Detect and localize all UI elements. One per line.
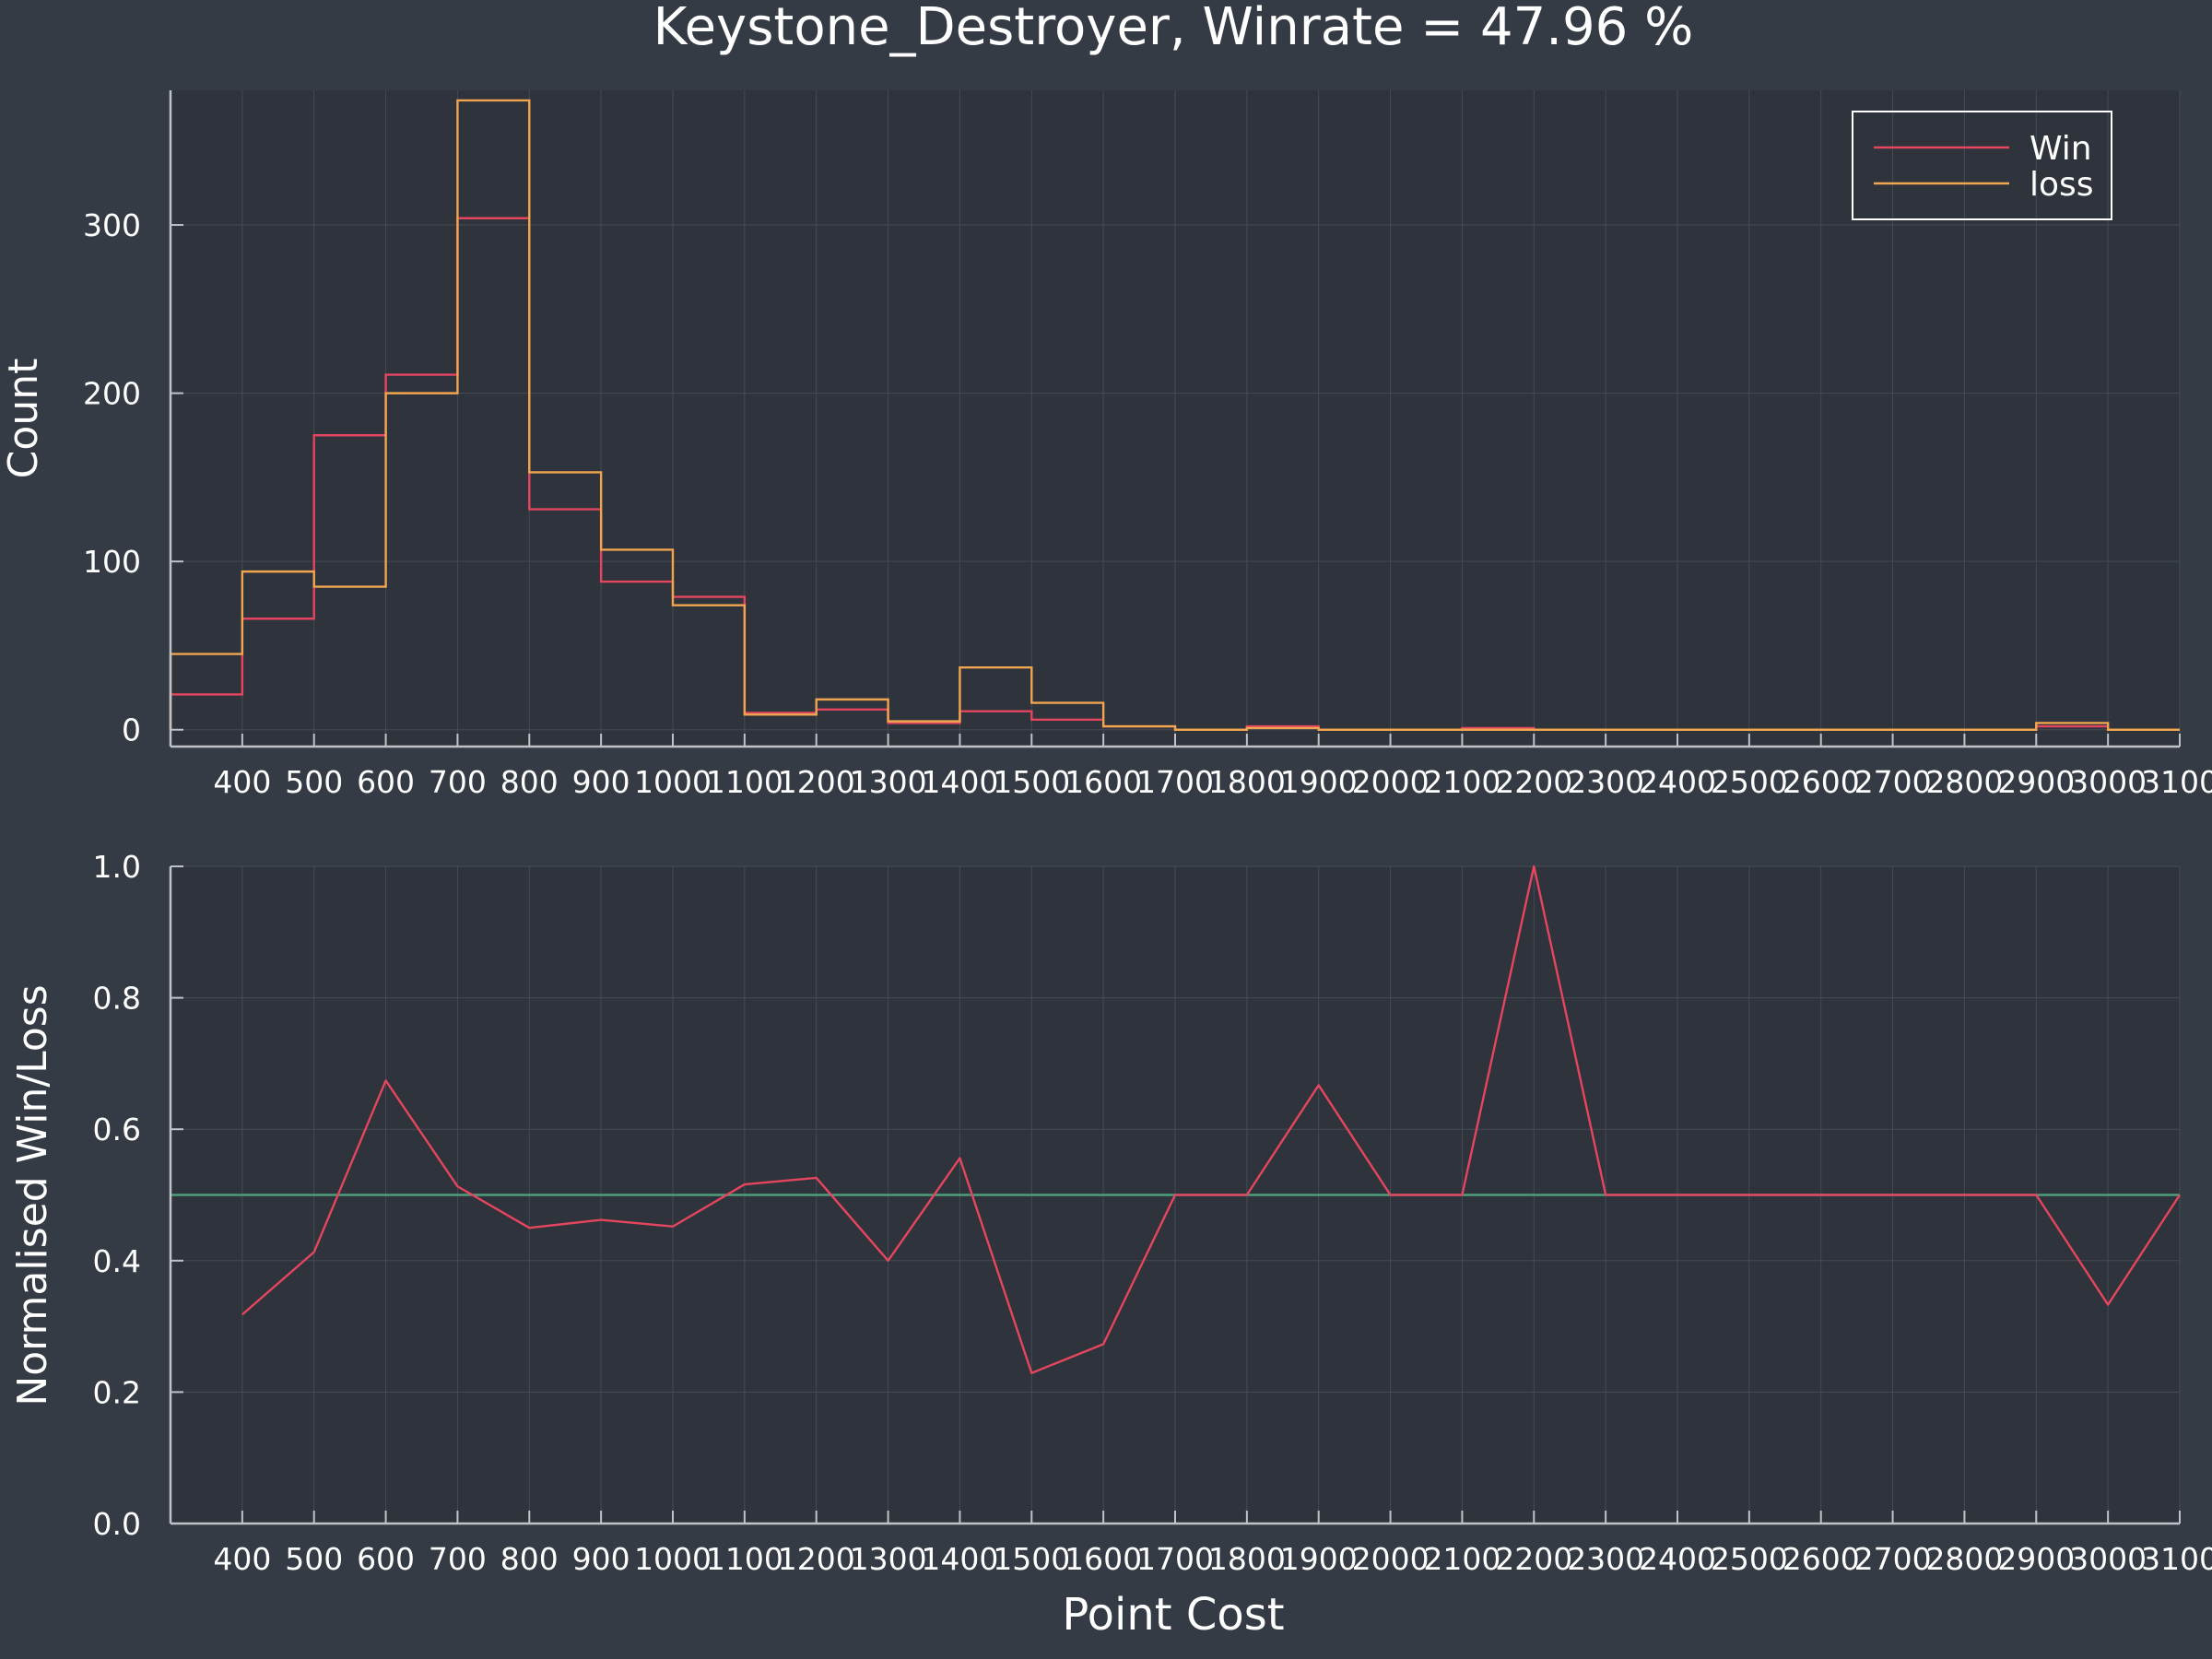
histogram-x-tick-label: 2300 [1567, 764, 1644, 800]
ratio-x-tick-label: 2900 [1997, 1541, 2075, 1577]
histogram-y-tick-label: 200 [83, 376, 141, 412]
ratio-x-tick-label: 1800 [1208, 1541, 1286, 1577]
ratio-x-tick-label: 500 [285, 1541, 343, 1577]
histogram-x-tick-label: 1100 [706, 764, 783, 800]
x-axis-label: Point Cost [1062, 1589, 1284, 1641]
ratio-x-tick-label: 700 [429, 1541, 487, 1577]
ratio-x-tick-label: 2000 [1352, 1541, 1430, 1577]
histogram-x-tick-label: 1200 [778, 764, 855, 800]
histogram-x-tick-label: 700 [429, 764, 487, 800]
ratio-x-tick-label: 800 [500, 1541, 559, 1577]
ratio-x-tick-label: 2500 [1711, 1541, 1788, 1577]
ratio-x-tick-label: 2600 [1783, 1541, 1860, 1577]
histogram-x-tick-label: 2600 [1783, 764, 1860, 800]
ratio-x-tick-label: 1400 [921, 1541, 998, 1577]
ratio-series [171, 865, 2182, 1374]
ratio-x-tick-label: 1200 [778, 1541, 855, 1577]
ratio-x-tick-label: 2200 [1495, 1541, 1572, 1577]
histogram-x-tick-label: 2400 [1639, 764, 1716, 800]
histogram-x-tick-label: 2200 [1495, 764, 1572, 800]
histogram-x-tick-label: 2800 [1925, 764, 2003, 800]
ratio-x-tick-label: 2800 [1925, 1541, 2003, 1577]
histogram-axes: 400 500 600 700 800 900 1000110012001300140015… [83, 90, 2212, 800]
ratio-x-tick-label: 600 [357, 1541, 415, 1577]
ratio-x-tick-label: 1600 [1065, 1541, 1142, 1577]
ratio-x-tick-label: 3100 [2141, 1541, 2212, 1577]
ratio-x-tick-label: 900 [572, 1541, 630, 1577]
ratio-axes: 400 500 600 700 800 900 1000110012001300140015… [93, 849, 2212, 1577]
legend-win-label: Win [2030, 130, 2092, 168]
histogram-x-tick-label: 1400 [921, 764, 998, 800]
ratio-x-tick-label: 1100 [706, 1541, 783, 1577]
ratio-y-tick-label: 0.2 [93, 1374, 141, 1410]
histogram-x-tick-label: 1900 [1280, 764, 1358, 800]
ratio-x-tick-label: 2400 [1639, 1541, 1716, 1577]
ratio-x-tick-label: 2700 [1854, 1541, 1932, 1577]
ratio-y-tick-label: 1.0 [93, 849, 141, 885]
histogram-x-tick-label: 1500 [993, 764, 1070, 800]
ratio-x-tick-label: 2300 [1567, 1541, 1644, 1577]
ratio-x-tick-label: 2100 [1423, 1541, 1500, 1577]
legend-box [1852, 111, 2112, 220]
ratio-x-tick-label: 1300 [850, 1541, 927, 1577]
ratio-x-tick-label: 1700 [1136, 1541, 1214, 1577]
histogram-x-tick-label: 1800 [1208, 764, 1286, 800]
histogram-x-tick-label: 1600 [1065, 764, 1142, 800]
ratio-x-tick-label: 1900 [1280, 1541, 1358, 1577]
histogram-x-tick-label: 900 [572, 764, 630, 800]
histogram-series [169, 99, 2180, 731]
ratio-y-tick-label: 0.4 [93, 1243, 141, 1279]
ratio-x-tick-label: 400 [213, 1541, 271, 1577]
ratio-y-tick-label: 0.0 [93, 1506, 141, 1542]
histogram-series-loss [169, 99, 2180, 731]
histogram-x-tick-label: 1700 [1136, 764, 1214, 800]
histogram-y-tick-label: 300 [83, 207, 141, 243]
histogram-y-tick-label: 100 [83, 544, 141, 580]
histogram-x-tick-label: 800 [500, 764, 559, 800]
ratio-y-tick-label: 0.6 [93, 1112, 141, 1147]
histogram-y-tick-label: 0 [122, 712, 141, 748]
histogram-x-tick-label: 500 [285, 764, 343, 800]
histogram-x-tick-label: 400 [213, 764, 271, 800]
ratio-line-series [241, 865, 2182, 1374]
ratio-x-tick-label: 3000 [2069, 1541, 2147, 1577]
ratio-y-axis-label: Normalised Win/Loss [9, 984, 56, 1406]
histogram-x-tick-label: 2000 [1352, 764, 1430, 800]
ratio-x-tick-label: 1500 [993, 1541, 1070, 1577]
legend-loss-label: loss [2030, 166, 2094, 204]
histogram-x-tick-label: 2900 [1997, 764, 2075, 800]
ratio-x-tick-label: 1000 [634, 1541, 712, 1577]
histogram-x-tick-label: 2500 [1711, 764, 1788, 800]
histogram-x-tick-label: 1300 [850, 764, 927, 800]
chart-title: Keystone_Destroyer, Winrate = 47.96 % [653, 0, 1694, 57]
histogram-x-tick-label: 2100 [1423, 764, 1500, 800]
histogram-x-tick-label: 600 [357, 764, 415, 800]
histogram-x-tick-label: 3000 [2069, 764, 2147, 800]
ratio-panel: 400 500 600 700 800 900 1000110012001300140015… [9, 849, 2212, 1641]
histogram-x-tick-label: 3100 [2141, 764, 2212, 800]
histogram-y-axis-label: Count [0, 359, 47, 479]
histogram-panel: 400 500 600 700 800 900 1000110012001300140015… [0, 90, 2212, 800]
ratio-y-tick-label: 0.8 [93, 981, 141, 1017]
histogram-x-tick-label: 2700 [1854, 764, 1932, 800]
legend: Win loss [1852, 111, 2112, 220]
histogram-x-tick-label: 1000 [634, 764, 712, 800]
